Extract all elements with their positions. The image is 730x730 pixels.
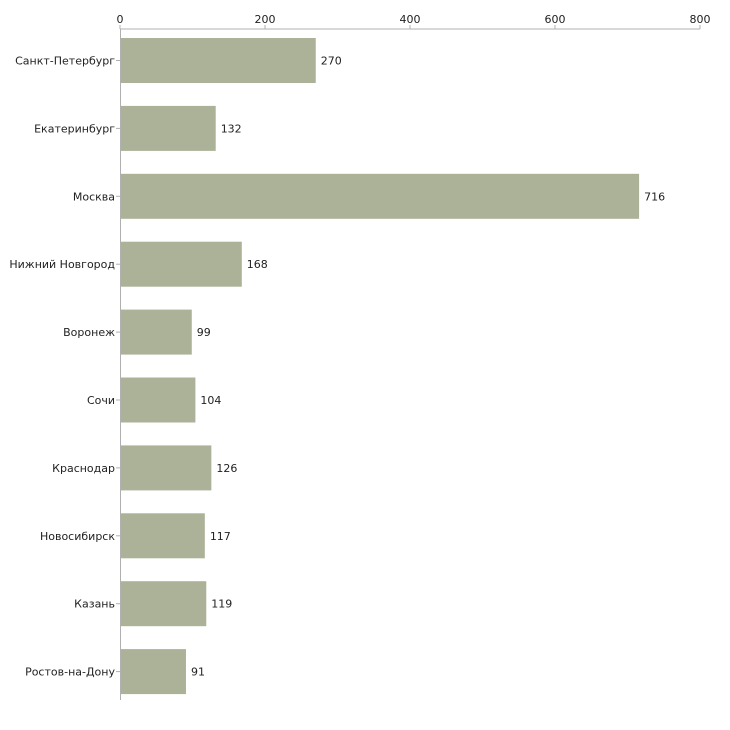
x-tick-label: 0 — [117, 13, 124, 26]
value-label: 119 — [211, 598, 232, 611]
x-axis: 0 200 400 600 800 — [116, 13, 711, 700]
bar — [121, 38, 316, 83]
value-label: 126 — [216, 462, 237, 475]
value-label: 104 — [200, 394, 221, 407]
category-labels: Санкт-Петербург Екатеринбург Москва Нижний … — [9, 55, 115, 679]
bar — [121, 649, 186, 695]
bar — [121, 445, 212, 491]
bar — [121, 105, 216, 151]
bar — [121, 377, 196, 423]
bar — [121, 309, 192, 355]
bar — [121, 173, 640, 219]
value-labels: 270 132 716 168 99 104 126 117 119 91 — [191, 55, 665, 679]
x-tick-label: 200 — [255, 13, 276, 26]
category-label: Екатеринбург — [34, 122, 115, 135]
category-label: Санкт-Петербург — [15, 55, 115, 68]
category-label: Нижний Новгород — [9, 258, 115, 271]
category-label: Новосибирск — [40, 530, 115, 543]
value-label: 117 — [210, 530, 231, 543]
value-label: 99 — [197, 326, 211, 339]
x-tick-label: 400 — [400, 13, 421, 26]
category-label: Казань — [74, 598, 115, 611]
value-label: 91 — [191, 666, 205, 679]
value-label: 168 — [247, 258, 268, 271]
bar — [121, 241, 242, 287]
value-label: 716 — [644, 190, 665, 203]
value-label: 132 — [221, 122, 242, 135]
category-label: Сочи — [87, 394, 115, 407]
category-label: Москва — [73, 190, 115, 203]
bar — [121, 581, 207, 627]
category-label: Ростов-на-Дону — [25, 666, 115, 679]
category-label: Воронеж — [63, 326, 115, 339]
value-label: 270 — [321, 55, 342, 68]
bar — [121, 513, 205, 559]
x-tick-label: 600 — [545, 13, 566, 26]
category-label: Краснодар — [52, 462, 115, 475]
x-tick-label: 800 — [690, 13, 711, 26]
bars — [121, 38, 640, 695]
